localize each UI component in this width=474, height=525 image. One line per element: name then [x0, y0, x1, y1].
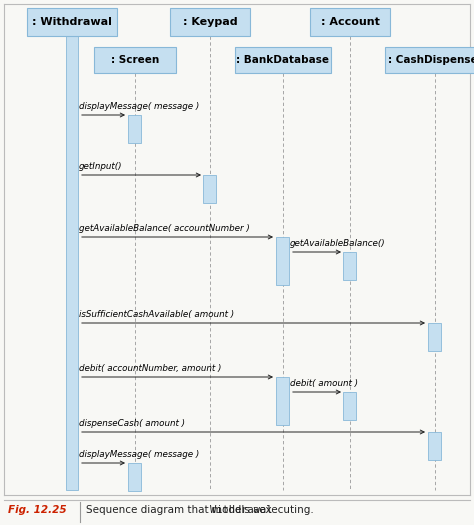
Text: debit( accountNumber, amount ): debit( accountNumber, amount ): [79, 364, 221, 373]
Bar: [235, 47, 331, 73]
Text: : Screen: : Screen: [111, 55, 159, 65]
Text: : Keypad: : Keypad: [182, 17, 237, 27]
Bar: [344, 252, 356, 280]
Text: displayMessage( message ): displayMessage( message ): [79, 102, 199, 111]
Bar: [385, 47, 474, 73]
Bar: [170, 8, 250, 36]
Text: : Account: : Account: [320, 17, 380, 27]
Text: Fig. 12.25: Fig. 12.25: [8, 505, 67, 515]
Text: displayMessage( message ): displayMessage( message ): [79, 450, 199, 459]
Text: : CashDispenser: : CashDispenser: [388, 55, 474, 65]
Text: getInput(): getInput(): [79, 162, 122, 171]
Bar: [94, 47, 176, 73]
Text: getAvailableBalance( accountNumber ): getAvailableBalance( accountNumber ): [79, 224, 250, 233]
Bar: [310, 8, 390, 36]
Bar: [344, 392, 356, 420]
Bar: [128, 463, 142, 491]
Text: : Withdrawal: : Withdrawal: [32, 17, 112, 27]
Text: Sequence diagram that models a: Sequence diagram that models a: [86, 505, 263, 515]
Text: getAvailableBalance(): getAvailableBalance(): [290, 239, 386, 248]
Text: executing.: executing.: [256, 505, 314, 515]
Bar: [27, 8, 117, 36]
Bar: [128, 115, 142, 143]
Text: : BankDatabase: : BankDatabase: [237, 55, 329, 65]
Text: Withdrawal: Withdrawal: [210, 505, 273, 515]
Bar: [428, 432, 441, 460]
Bar: [276, 237, 290, 285]
Text: isSufficientCashAvailable( amount ): isSufficientCashAvailable( amount ): [79, 310, 234, 319]
Text: dispenseCash( amount ): dispenseCash( amount ): [79, 419, 185, 428]
Bar: [203, 175, 217, 203]
Text: debit( amount ): debit( amount ): [290, 379, 358, 388]
Bar: [428, 323, 441, 351]
Bar: [66, 36, 78, 490]
Bar: [276, 377, 290, 425]
